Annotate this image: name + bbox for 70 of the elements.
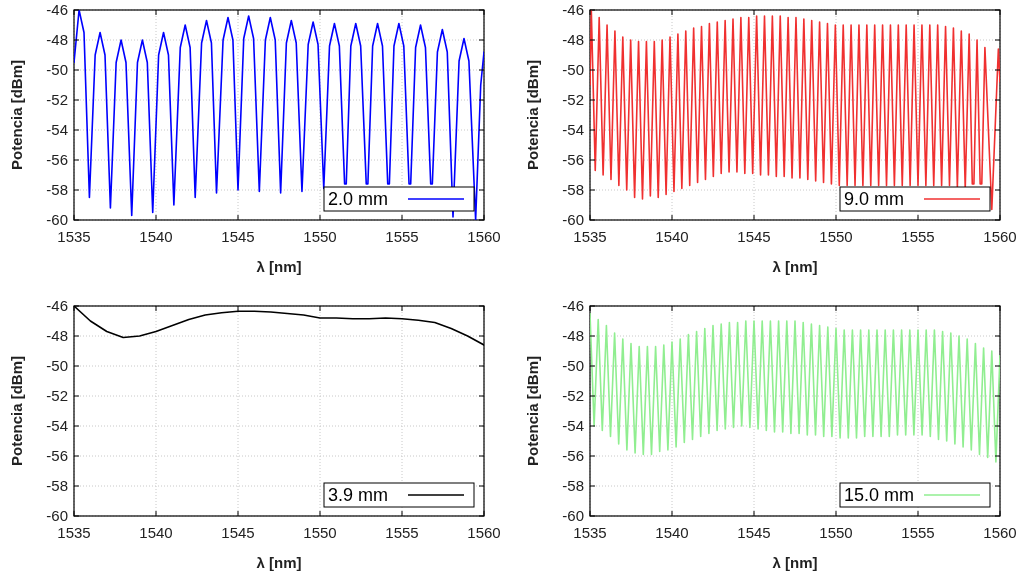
y-tick-label: -56 bbox=[46, 151, 68, 169]
y-tick-label: -54 bbox=[46, 121, 68, 139]
legend-label: 15.0 mm bbox=[844, 485, 915, 506]
y-tick-label: -56 bbox=[562, 447, 584, 465]
y-tick-label: -48 bbox=[46, 327, 68, 345]
y-tick-label: -58 bbox=[46, 477, 68, 495]
x-tick-label: 1560 bbox=[467, 228, 501, 245]
y-tick-label: -58 bbox=[562, 477, 584, 495]
x-tick-label: 1555 bbox=[385, 228, 419, 245]
y-tick-label: -56 bbox=[562, 151, 584, 169]
y-tick-label: -60 bbox=[562, 507, 584, 525]
x-tick-label: 1560 bbox=[983, 524, 1017, 541]
x-axis-title: λ [nm] bbox=[772, 554, 818, 571]
x-tick-label: 1555 bbox=[901, 228, 935, 245]
x-axis-title: λ [nm] bbox=[256, 258, 302, 275]
x-tick-label: 1540 bbox=[139, 524, 173, 541]
y-tick-label: -54 bbox=[562, 417, 584, 435]
x-axis-title: λ [nm] bbox=[772, 258, 818, 275]
y-tick-label: -54 bbox=[46, 417, 68, 435]
x-tick-label: 1545 bbox=[221, 228, 255, 245]
y-tick-label: -48 bbox=[562, 327, 584, 345]
x-tick-label: 1545 bbox=[737, 228, 771, 245]
x-tick-label: 1535 bbox=[57, 524, 91, 541]
x-tick-label: 1535 bbox=[57, 228, 91, 245]
y-tick-label: -58 bbox=[562, 181, 584, 199]
y-tick-label: -56 bbox=[46, 447, 68, 465]
y-tick-label: -48 bbox=[562, 31, 584, 49]
x-tick-label: 1555 bbox=[385, 524, 419, 541]
legend-label: 9.0 mm bbox=[844, 189, 905, 210]
y-tick-label: -58 bbox=[46, 181, 68, 199]
x-tick-label: 1555 bbox=[901, 524, 935, 541]
y-tick-label: -46 bbox=[46, 297, 68, 315]
y-tick-label: -50 bbox=[562, 357, 584, 375]
legend-label: 2.0 mm bbox=[328, 189, 389, 210]
line-series bbox=[590, 312, 1000, 463]
y-tick-label: -52 bbox=[46, 387, 68, 405]
y-axis-title: Potencia [dBm] bbox=[524, 355, 541, 467]
line-series bbox=[74, 10, 484, 220]
y-tick-label: -52 bbox=[562, 387, 584, 405]
y-tick-label: -52 bbox=[562, 91, 584, 109]
x-tick-label: 1540 bbox=[655, 524, 689, 541]
x-tick-label: 1550 bbox=[303, 228, 337, 245]
y-tick-label: -48 bbox=[46, 31, 68, 49]
legend-label: 3.9 mm bbox=[328, 485, 389, 506]
x-tick-label: 1550 bbox=[819, 524, 853, 541]
x-tick-label: 1545 bbox=[221, 524, 255, 541]
y-tick-label: -60 bbox=[562, 211, 584, 229]
x-tick-label: 1550 bbox=[819, 228, 853, 245]
x-tick-label: 1540 bbox=[655, 228, 689, 245]
y-tick-label: -46 bbox=[562, 1, 584, 19]
y-tick-label: -46 bbox=[562, 297, 584, 315]
y-tick-label: -50 bbox=[562, 61, 584, 79]
y-tick-label: -52 bbox=[46, 91, 68, 109]
x-tick-label: 1535 bbox=[573, 228, 607, 245]
y-tick-label: -46 bbox=[46, 1, 68, 19]
y-axis-title: Potencia [dBm] bbox=[8, 355, 25, 467]
x-tick-label: 1550 bbox=[303, 524, 337, 541]
x-tick-label: 1535 bbox=[573, 524, 607, 541]
x-tick-label: 1540 bbox=[139, 228, 173, 245]
x-axis-title: λ [nm] bbox=[256, 554, 302, 571]
y-tick-label: -54 bbox=[562, 121, 584, 139]
y-axis-title: Potencia [dBm] bbox=[8, 59, 25, 171]
x-tick-label: 1560 bbox=[983, 228, 1017, 245]
y-tick-label: -60 bbox=[46, 507, 68, 525]
y-tick-label: -50 bbox=[46, 61, 68, 79]
x-tick-label: 1560 bbox=[467, 524, 501, 541]
y-axis-title: Potencia [dBm] bbox=[524, 59, 541, 171]
y-tick-label: -60 bbox=[46, 211, 68, 229]
x-tick-label: 1545 bbox=[737, 524, 771, 541]
y-tick-label: -50 bbox=[46, 357, 68, 375]
